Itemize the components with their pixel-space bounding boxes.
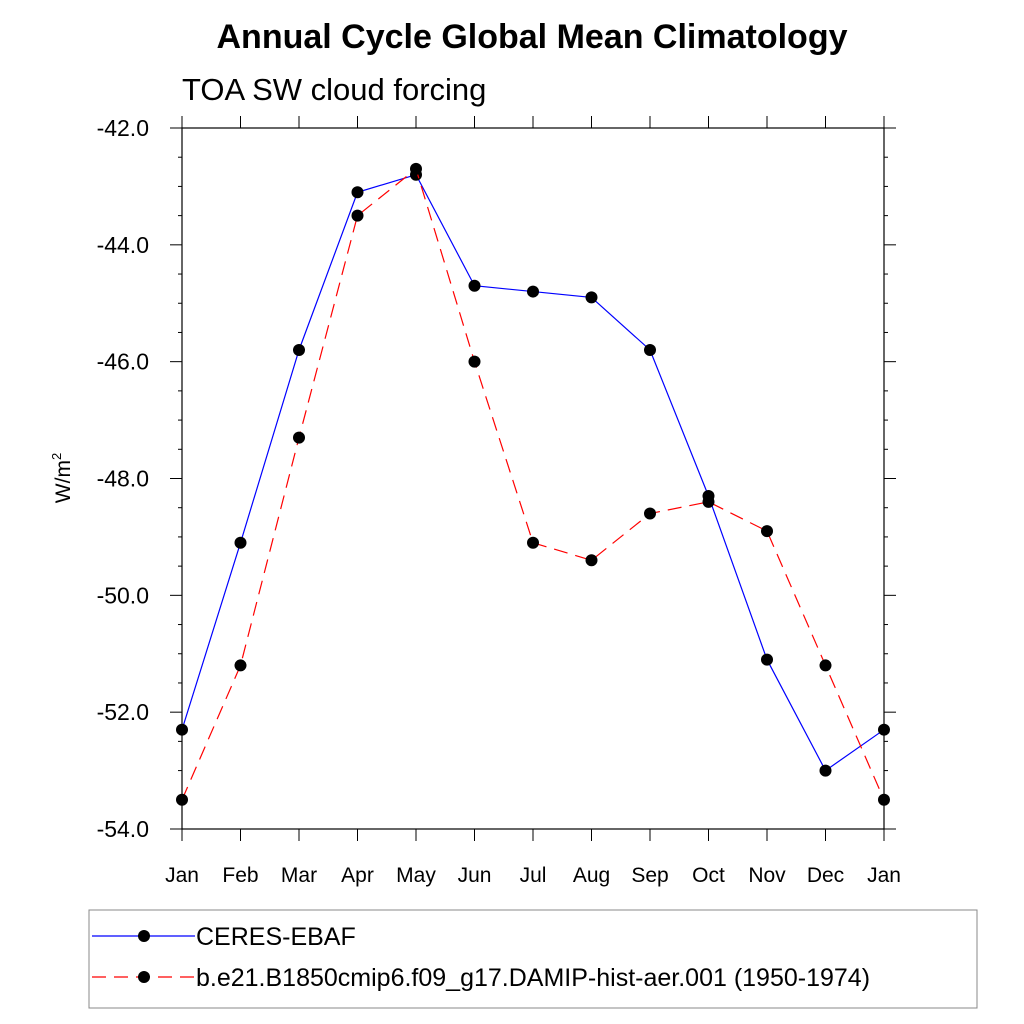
x-tick-label: Jan [165, 864, 199, 887]
x-tick-label: Oct [692, 864, 725, 887]
series-2 [176, 162, 890, 806]
x-tick-label: Jul [520, 864, 547, 887]
series-line [181, 167, 885, 801]
x-tick-label: Sep [631, 864, 668, 887]
legend-entry: b.e21.B1850cmip6.f09_g17.DAMIP-hist-aer.… [196, 964, 870, 992]
data-point [351, 186, 364, 199]
data-point [527, 536, 539, 549]
y-axis-label: W/m2 [49, 453, 75, 503]
data-point [410, 162, 422, 175]
series-line [181, 174, 885, 772]
data-point [468, 355, 481, 368]
plot-frame [181, 127, 885, 830]
data-point [176, 723, 188, 736]
x-tick-label: Apr [341, 864, 374, 887]
y-tick-label: -48.0 [97, 466, 149, 492]
y-tick-label: -52.0 [97, 699, 149, 725]
data-point [644, 343, 656, 356]
x-tick-label: Aug [573, 864, 610, 887]
data-point [468, 279, 481, 292]
x-tick-label: Mar [281, 864, 317, 887]
y-tick-label: -42.0 [97, 115, 149, 141]
series-1 [176, 168, 890, 777]
data-point [527, 285, 539, 298]
legend-box [88, 909, 978, 1009]
x-tick-label: Jun [458, 864, 492, 887]
data-point [702, 495, 715, 508]
data-point [761, 525, 773, 538]
data-point [176, 793, 188, 806]
data-point [761, 653, 773, 666]
data-point [293, 431, 305, 444]
legend-marker [138, 971, 150, 983]
y-tick-label: -46.0 [97, 349, 149, 375]
x-tick-label: Dec [807, 864, 844, 887]
data-point [585, 291, 598, 304]
data-point [293, 343, 305, 356]
y-axis-label-text: W/m [52, 460, 75, 503]
data-point [819, 659, 832, 672]
y-tick-label: -50.0 [97, 582, 149, 608]
plot-area: -42.0 -44.0 -46.0 -48.0 -50.0 -52.0 -54.0 Jan Fe… [97, 115, 901, 887]
legend-entry: CERES-EBAF [196, 923, 356, 951]
chart-subtitle: TOA SW cloud forcing [182, 72, 486, 107]
data-point [878, 793, 890, 806]
legend: CERES-EBAF b.e21.B1850cmip6.f09_g17.DAMIP… [88, 909, 978, 1009]
data-point [351, 209, 364, 222]
x-tick-label: Feb [222, 864, 258, 887]
data-point [878, 723, 890, 736]
x-tick-label: May [396, 864, 436, 887]
data-point [585, 554, 598, 567]
data-point [234, 536, 247, 549]
data-point [644, 507, 656, 520]
legend-marker [138, 930, 150, 942]
y-axis-label-superscript: 2 [49, 453, 64, 460]
y-tick-label: -54.0 [97, 816, 149, 842]
x-tick-label: Nov [748, 864, 786, 887]
x-tick-label: Jan [867, 864, 901, 887]
series-layer [176, 162, 890, 806]
data-point [819, 764, 832, 777]
chart-title: Annual Cycle Global Mean Climatology [217, 18, 848, 56]
data-point [234, 659, 247, 672]
y-tick-label: -44.0 [97, 232, 149, 258]
